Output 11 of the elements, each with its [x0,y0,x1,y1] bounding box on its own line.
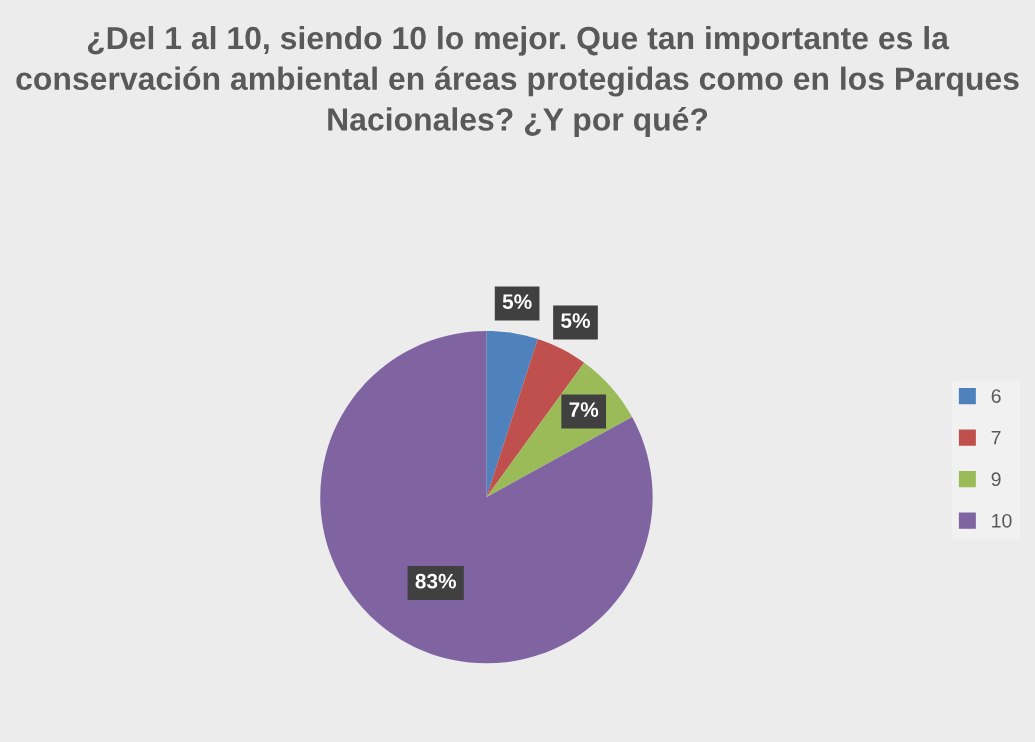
data-label: 7% [569,402,599,417]
data-label: 5% [502,294,532,310]
legend-label: 10 [992,513,1012,528]
pie-slice [486,330,538,498]
chart-title: ¿Del 1 al 10, siendo 10 lo mejor. Que tan importante es la conservación ambiental en áreas protegidas como en los Parques Nacionales? ¿Y por qué? [16,25,1019,138]
data-label: 83% [415,573,456,589]
legend-label: 6 [991,389,1001,403]
legend-label: 9 [991,472,1001,487]
legend-label: 7 [991,430,1001,445]
pie-slice [320,330,653,664]
data-label: 5% [561,313,590,328]
